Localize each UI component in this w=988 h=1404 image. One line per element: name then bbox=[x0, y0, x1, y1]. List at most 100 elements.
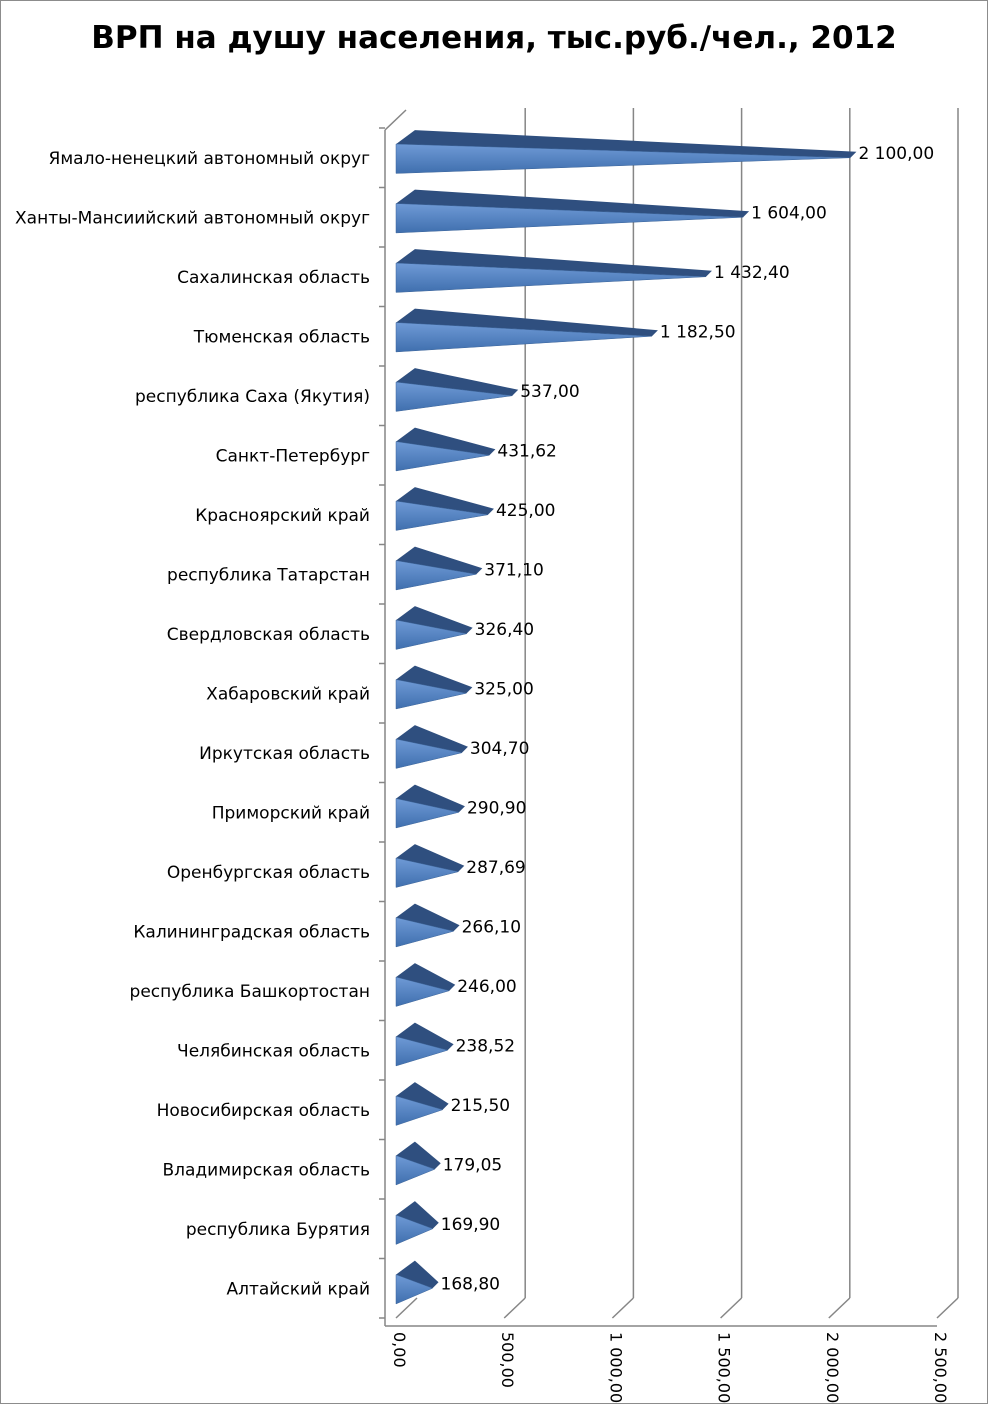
category-labels: Ямало-ненецкий автономный округ Ханты-Ман… bbox=[15, 149, 370, 1300]
bar-top-3 bbox=[396, 249, 712, 277]
category-label-20: Алтайский край bbox=[226, 1279, 370, 1299]
category-label-12: Приморский край bbox=[212, 803, 370, 823]
bar-top-17 bbox=[396, 1082, 449, 1110]
value-label-6: 431,62 bbox=[497, 441, 556, 461]
bar-3 bbox=[395, 262, 706, 293]
floor-line-500 bbox=[503, 1297, 526, 1319]
value-label-2: 1 604,00 bbox=[751, 203, 827, 223]
bar-top-18 bbox=[396, 1141, 441, 1170]
value-label-7: 425,00 bbox=[496, 501, 555, 521]
category-label-5: республика Саха (Якутия) bbox=[135, 387, 370, 407]
bar-top-15 bbox=[396, 963, 456, 991]
value-label-13: 287,69 bbox=[466, 858, 525, 878]
value-label-17: 215,50 bbox=[451, 1096, 510, 1116]
bar-20 bbox=[395, 1274, 434, 1305]
value-label-1: 2 100,00 bbox=[858, 144, 934, 164]
bar-top-13 bbox=[396, 844, 465, 872]
bar-top-1 bbox=[396, 130, 857, 158]
value-label-11: 304,70 bbox=[470, 739, 529, 759]
bar-16 bbox=[395, 1036, 449, 1067]
category-label-17: Новосибирская область bbox=[157, 1101, 370, 1121]
bar-4 bbox=[395, 322, 652, 353]
bar-top-20 bbox=[396, 1260, 439, 1289]
bar-9 bbox=[395, 619, 467, 650]
bar-6 bbox=[395, 441, 490, 472]
value-label-14: 266,10 bbox=[462, 917, 521, 937]
bar-top-11 bbox=[396, 725, 468, 753]
bar-2 bbox=[395, 203, 744, 234]
category-label-15: республика Башкортостан bbox=[130, 982, 370, 1002]
bar-top-10 bbox=[396, 665, 473, 694]
bar-13 bbox=[395, 857, 459, 888]
category-label-18: Владимирская область bbox=[162, 1160, 370, 1180]
bar-top-6 bbox=[396, 427, 496, 456]
bar-top-4 bbox=[396, 308, 658, 337]
bar-top-19 bbox=[396, 1201, 439, 1229]
bar-18 bbox=[395, 1155, 436, 1186]
x-tick-label-0: 0,00 bbox=[390, 1332, 409, 1368]
value-label-16: 238,52 bbox=[456, 1036, 515, 1056]
x-tick-label-1: 500,00 bbox=[498, 1332, 517, 1388]
bar-15 bbox=[395, 976, 451, 1007]
value-label-18: 179,05 bbox=[443, 1155, 502, 1175]
x-tick-label-5: 2 500,00 bbox=[931, 1332, 950, 1403]
value-label-3: 1 432,40 bbox=[714, 263, 790, 283]
bar-top-7 bbox=[396, 487, 494, 515]
bar-12 bbox=[395, 798, 460, 829]
floor-line-2500 bbox=[936, 1297, 959, 1319]
category-label-1: Ямало-ненецкий автономный округ bbox=[49, 149, 371, 169]
value-label-19: 169,90 bbox=[441, 1215, 500, 1235]
category-label-6: Санкт-Петербург bbox=[216, 446, 370, 466]
bar-7 bbox=[395, 500, 489, 531]
bar-19 bbox=[395, 1214, 434, 1245]
category-label-13: Оренбургская область bbox=[167, 863, 370, 883]
value-label-5: 537,00 bbox=[520, 382, 579, 402]
bar-5 bbox=[395, 381, 513, 412]
gridlines bbox=[379, 108, 959, 1327]
value-label-20: 168,80 bbox=[441, 1274, 500, 1294]
bar-top-14 bbox=[396, 903, 460, 932]
bar-8 bbox=[395, 560, 477, 591]
value-label-12: 290,90 bbox=[467, 798, 526, 818]
bar-top-8 bbox=[396, 546, 483, 575]
value-labels: 2 100,00 1 604,00 1 432,40 1 182,50 537,00 43… bbox=[441, 144, 935, 1295]
category-label-11: Иркутская область bbox=[199, 744, 370, 764]
category-label-14: Калининградская область bbox=[133, 922, 370, 942]
value-label-8: 371,10 bbox=[484, 560, 543, 580]
category-label-7: Красноярский край bbox=[195, 506, 370, 526]
bar-10 bbox=[395, 679, 467, 710]
floor-line-1000 bbox=[611, 1297, 634, 1319]
floor-line-1500 bbox=[720, 1297, 743, 1319]
bar-top-12 bbox=[396, 784, 465, 813]
bar-top-5 bbox=[396, 368, 519, 396]
side-wall-top-edge bbox=[384, 109, 407, 131]
category-label-19: республика Бурятия bbox=[186, 1220, 370, 1240]
category-label-3: Сахалинская область bbox=[177, 268, 370, 288]
x-tick-label-2: 1 000,00 bbox=[606, 1332, 625, 1403]
category-label-2: Ханты-Мансиийский автономный округ bbox=[15, 208, 370, 228]
value-label-4: 1 182,50 bbox=[660, 322, 736, 342]
value-label-10: 325,00 bbox=[474, 679, 533, 699]
bar-top-2 bbox=[396, 189, 750, 218]
value-label-15: 246,00 bbox=[457, 977, 516, 997]
bar-14 bbox=[395, 917, 454, 948]
category-label-4: Тюменская область bbox=[193, 327, 370, 347]
x-axis-tick-labels: 0,00 500,00 1 000,00 1 500,00 2 000,00 2 500,… bbox=[390, 1332, 950, 1403]
x-tick-label-3: 1 500,00 bbox=[715, 1332, 734, 1403]
category-label-16: Челябинская область bbox=[177, 1041, 370, 1061]
category-label-9: Свердловская область bbox=[167, 625, 370, 645]
bar-top-9 bbox=[396, 606, 473, 634]
floor-line-2000 bbox=[828, 1297, 851, 1319]
x-tick-label-4: 2 000,00 bbox=[823, 1332, 842, 1403]
bar-11 bbox=[395, 738, 462, 769]
category-label-10: Хабаровский край bbox=[206, 684, 370, 704]
bars bbox=[395, 130, 857, 1305]
floor-line-0 bbox=[395, 1297, 418, 1319]
value-label-9: 326,40 bbox=[475, 620, 534, 640]
bar-1 bbox=[395, 143, 851, 174]
category-label-8: республика Татарстан bbox=[167, 565, 370, 585]
chart-title: ВРП на душу населения, тыс.руб./чел., 20… bbox=[91, 20, 897, 56]
bar-top-16 bbox=[396, 1022, 454, 1051]
